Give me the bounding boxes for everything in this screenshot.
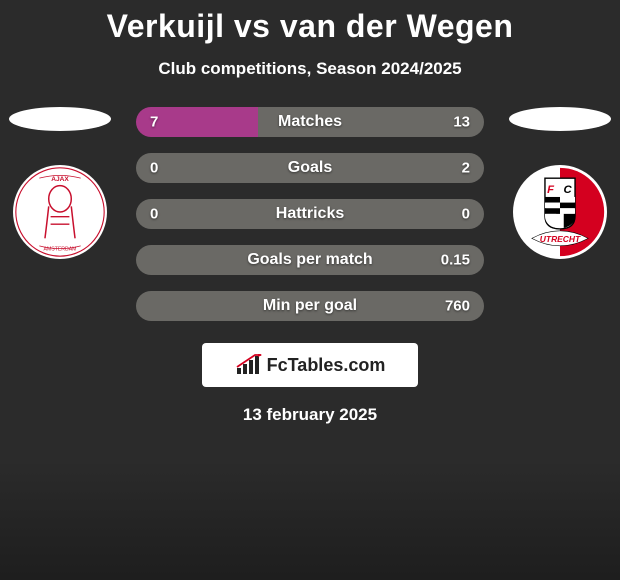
stat-bar-matches: Matches 7 13 — [136, 107, 484, 137]
stat-bar-goals-per-match: Goals per match 0.15 — [136, 245, 484, 275]
right-flag-oval — [509, 107, 611, 131]
stat-value-right: 0.15 — [441, 252, 470, 269]
svg-text:AMSTERDAM: AMSTERDAM — [44, 247, 77, 253]
stat-bar-goals: Goals 0 2 — [136, 153, 484, 183]
stat-value-left: 0 — [150, 160, 158, 177]
stat-value-right: 0 — [462, 206, 470, 223]
fctables-chart-icon — [235, 354, 263, 376]
stat-label: Matches — [278, 113, 342, 131]
stat-bar-hattricks: Hattricks 0 0 — [136, 199, 484, 229]
left-flag-oval — [9, 107, 111, 131]
right-club-badge: F C UTRECHT — [513, 165, 607, 259]
stat-bar-min-per-goal: Min per goal 760 — [136, 291, 484, 321]
ajax-badge-icon: AJAX AMSTERDAM — [13, 165, 107, 259]
left-club-badge: AJAX AMSTERDAM — [13, 165, 107, 259]
left-player-col: AJAX AMSTERDAM — [0, 107, 120, 259]
stat-label: Goals — [288, 159, 332, 177]
svg-text:C: C — [563, 184, 572, 196]
stat-label: Min per goal — [263, 297, 357, 315]
right-player-col: F C UTRECHT — [500, 107, 620, 259]
stat-label: Hattricks — [276, 205, 344, 223]
stat-value-left: 0 — [150, 206, 158, 223]
stat-value-right: 13 — [453, 114, 470, 131]
stat-label: Goals per match — [247, 251, 372, 269]
svg-text:AJAX: AJAX — [51, 176, 69, 183]
bottom-gradient — [0, 460, 620, 580]
stat-value-left: 7 — [150, 114, 158, 131]
stat-value-right: 760 — [445, 298, 470, 315]
page-title: Verkuijl vs van der Wegen — [0, 0, 620, 45]
fc-utrecht-badge-icon: F C UTRECHT — [513, 165, 607, 259]
svg-text:UTRECHT: UTRECHT — [540, 234, 581, 244]
stats-bars: Matches 7 13 Goals 0 2 Hattricks 0 0 Goals per ma… — [136, 107, 484, 321]
date-text: 13 february 2025 — [0, 405, 620, 425]
stat-value-right: 2 — [462, 160, 470, 177]
subtitle: Club competitions, Season 2024/2025 — [0, 59, 620, 79]
footer-brand-text: FcTables.com — [267, 355, 386, 376]
comparison-area: AJAX AMSTERDAM Matches 7 13 Goals 0 2 Hattrick… — [0, 107, 620, 321]
footer-brand-box: FcTables.com — [202, 343, 418, 387]
svg-text:F: F — [547, 184, 555, 196]
